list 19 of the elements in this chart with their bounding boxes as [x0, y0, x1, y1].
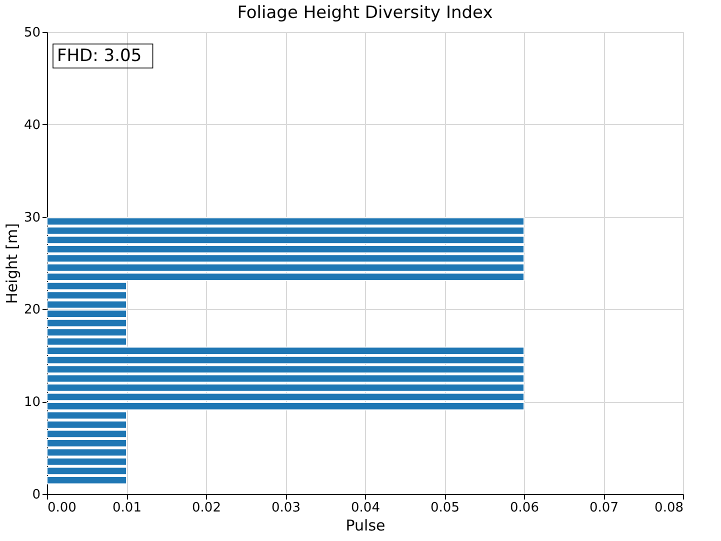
x-tick-label: 0.01	[112, 500, 142, 516]
x-tick-label: 0.08	[654, 500, 684, 516]
x-tick-label: 0.04	[351, 500, 380, 516]
y-tick-label: 40	[24, 118, 40, 133]
x-axis-title: Pulse	[346, 516, 386, 534]
x-tick-label: 0.02	[192, 500, 221, 516]
x-tick-label: 0.07	[590, 500, 618, 516]
y-tick-label: 30	[24, 210, 40, 226]
chart-title: Foliage Height Diversity Index	[237, 3, 493, 23]
y-tick-label: 10	[24, 395, 40, 410]
y-tick-label: 50	[24, 26, 40, 40]
annotation: FHD: 3.05	[57, 46, 142, 66]
y-axis-title: Height [m]	[2, 223, 21, 304]
x-tick-label: 0.06	[510, 500, 539, 516]
x-tick-label: 0.03	[272, 500, 300, 516]
x-tick-label: 0.05	[430, 500, 460, 516]
y-tick-label: 0	[32, 488, 40, 502]
y-tick-label: 20	[24, 302, 40, 318]
x-tick-label: 0.00	[48, 500, 76, 516]
